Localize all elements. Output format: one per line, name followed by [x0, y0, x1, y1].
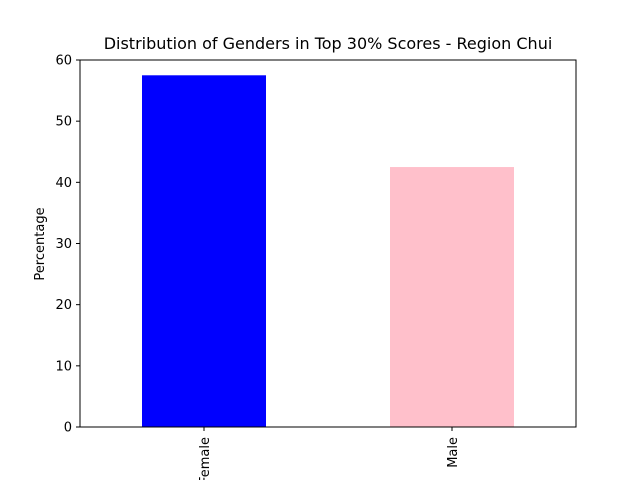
y-tick-label: 30 [55, 237, 72, 252]
y-tick-label: 60 [55, 54, 72, 69]
y-tick-label: 0 [64, 421, 72, 436]
x-ticks-group: Female Male [198, 427, 461, 480]
y-tick-label: 10 [55, 359, 72, 374]
y-axis-label: Percentage [33, 207, 48, 280]
bar-female [142, 75, 266, 428]
bar-male [390, 167, 514, 427]
y-tick-label: 20 [55, 298, 72, 313]
y-tick-label: 50 [55, 115, 72, 130]
plot-frame [79, 59, 577, 428]
y-tick-label: 40 [55, 176, 72, 191]
x-tick-label: Male [446, 437, 461, 468]
x-tick-label: Female [198, 437, 213, 480]
bars-group [142, 75, 514, 428]
y-ticks-group: 0 10 20 30 40 50 60 [55, 54, 80, 436]
chart-title: Distribution of Genders in Top 30% Score… [104, 34, 553, 53]
